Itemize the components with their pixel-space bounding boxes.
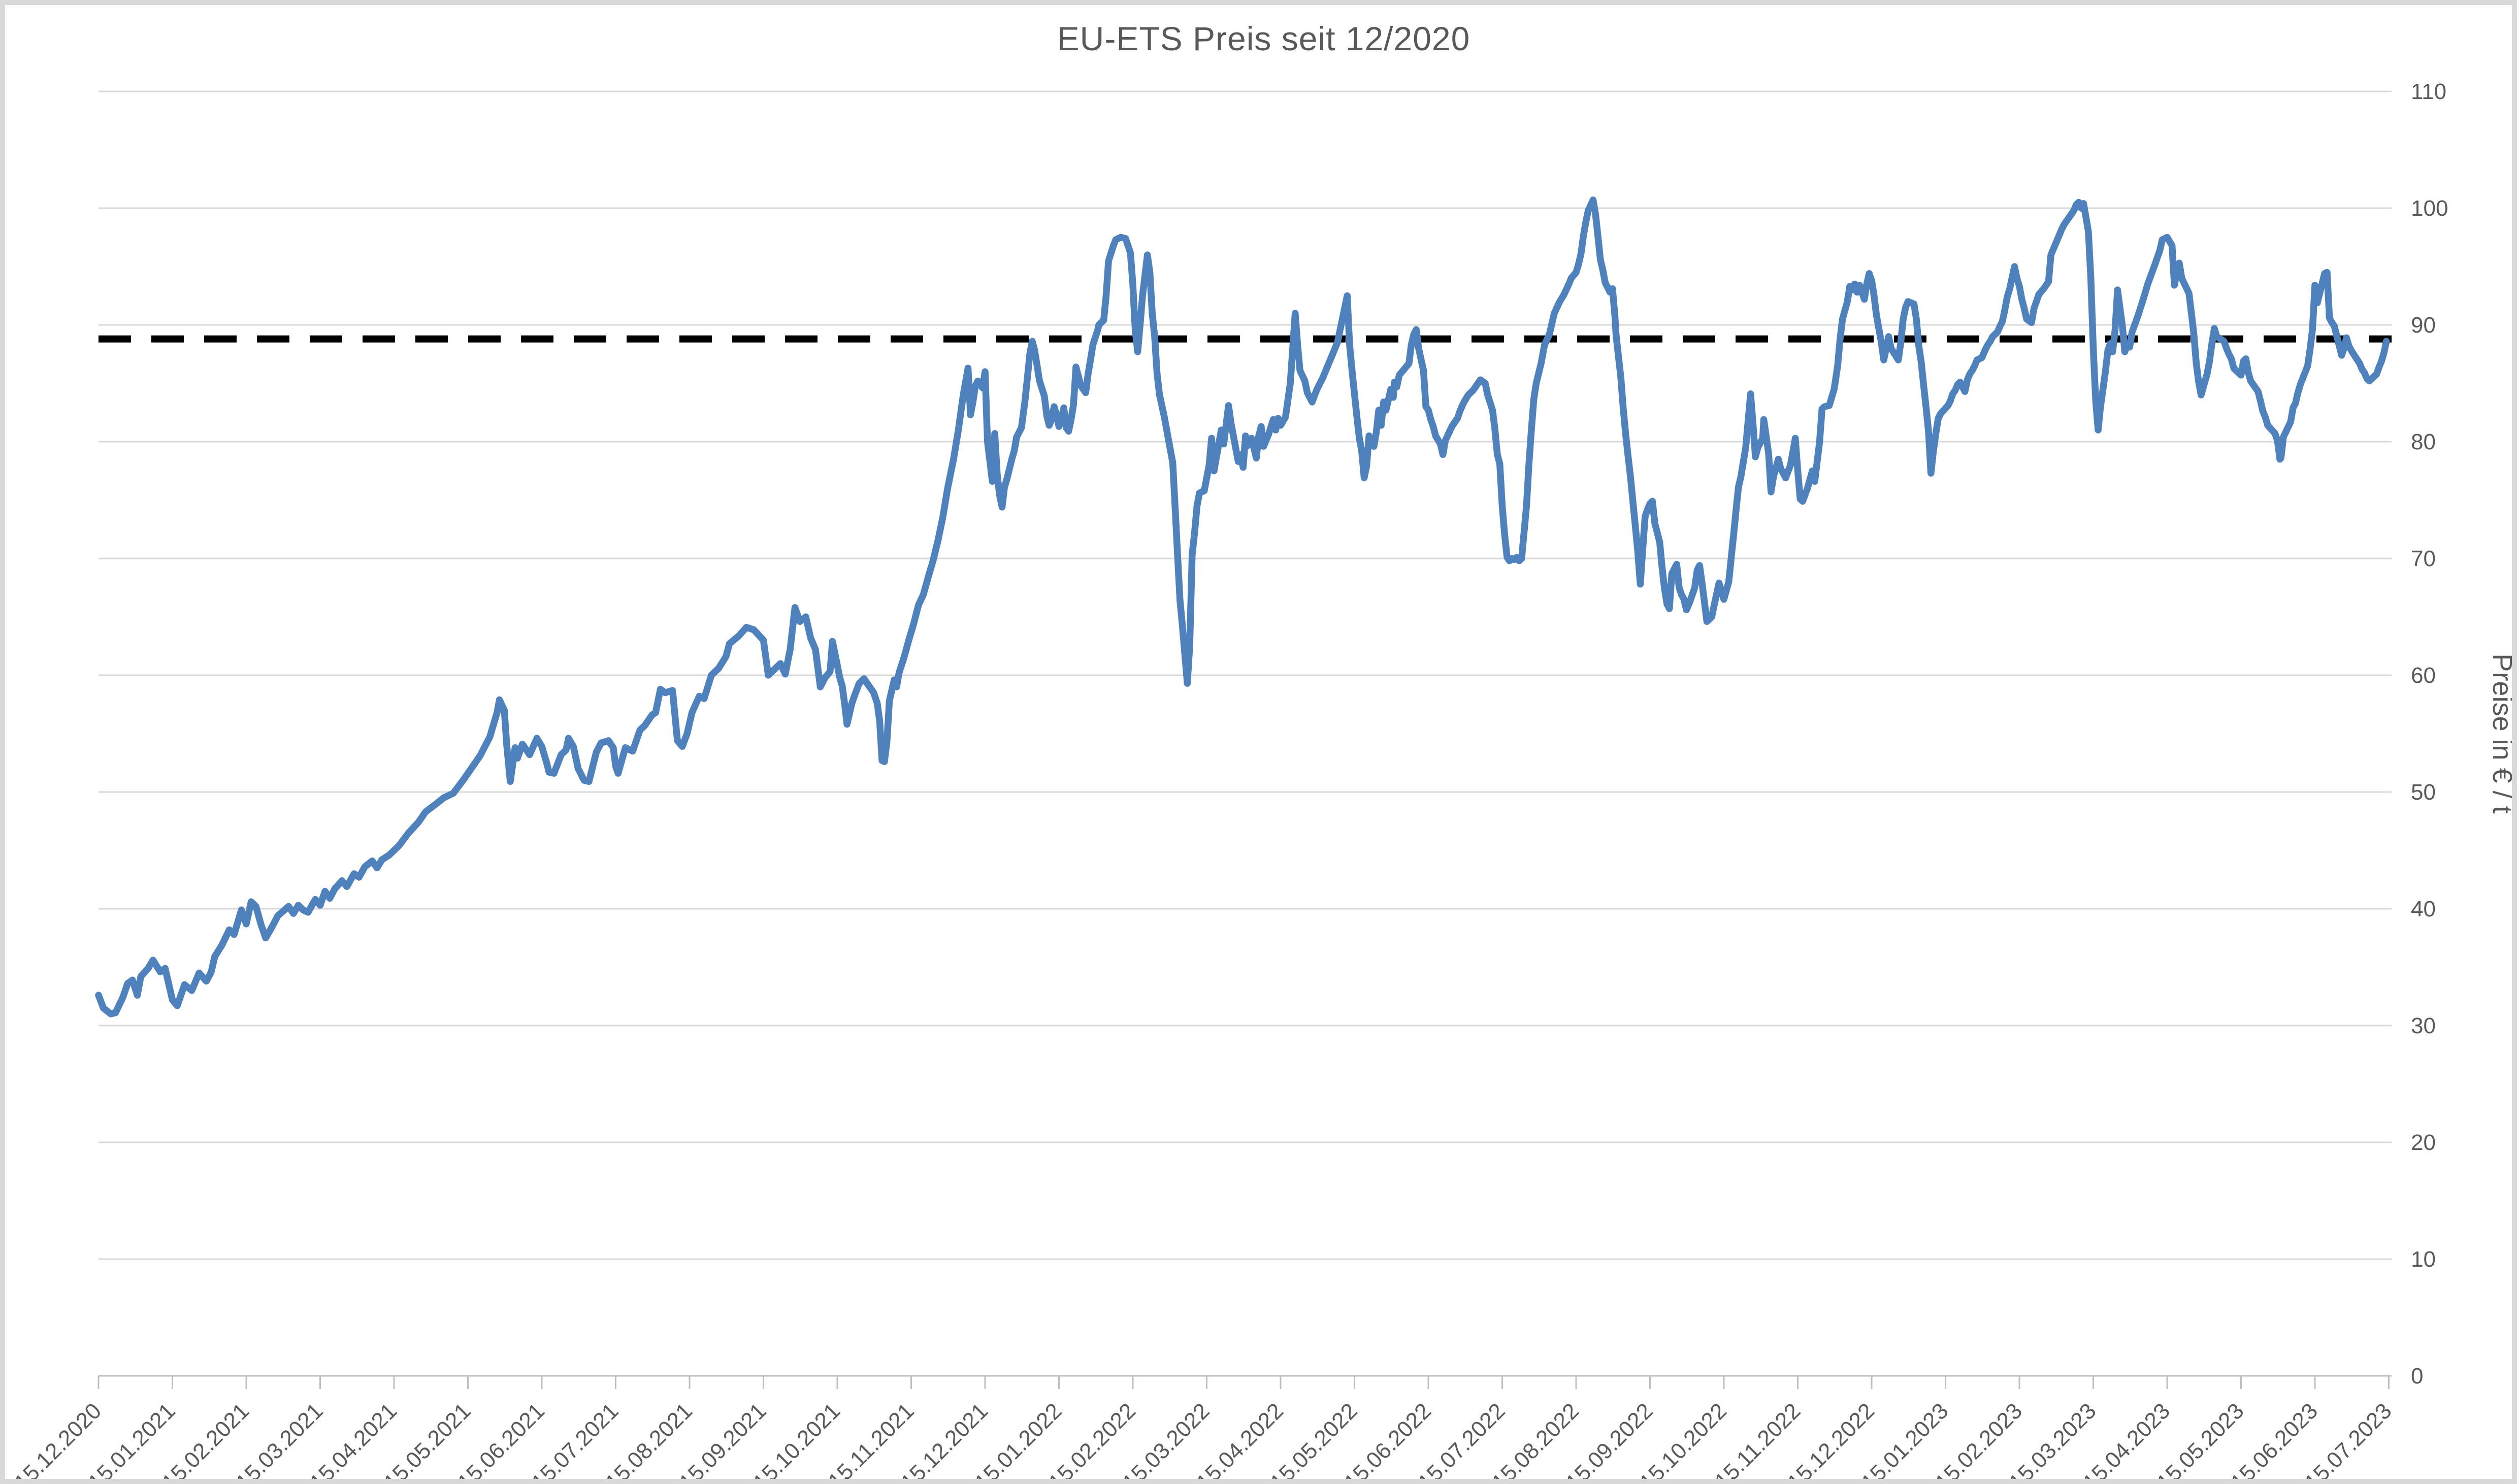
- y-tick-label: 10: [2411, 1247, 2436, 1272]
- y-axis-title: Preise in € / t: [2487, 653, 2517, 813]
- y-tick-label: 40: [2411, 897, 2436, 921]
- y-tick-label: 70: [2411, 546, 2436, 571]
- y-tick-label: 0: [2411, 1364, 2423, 1389]
- eu-ets-price-line-chart: 010203040506070809010011015.12.202015.01…: [10, 79, 2517, 1479]
- y-tick-label: 80: [2411, 430, 2436, 454]
- y-tick-label: 110: [2411, 79, 2446, 104]
- y-tick-label: 50: [2411, 780, 2436, 805]
- y-tick-label: 100: [2411, 196, 2448, 221]
- price-series-line: [95, 196, 2390, 1017]
- y-tick-label: 90: [2411, 313, 2436, 338]
- y-tick-label: 30: [2411, 1013, 2436, 1038]
- y-tick-label: 20: [2411, 1130, 2436, 1155]
- y-tick-label: 60: [2411, 663, 2436, 688]
- chart-title: EU-ETS Preis seit 12/2020: [1057, 20, 1470, 57]
